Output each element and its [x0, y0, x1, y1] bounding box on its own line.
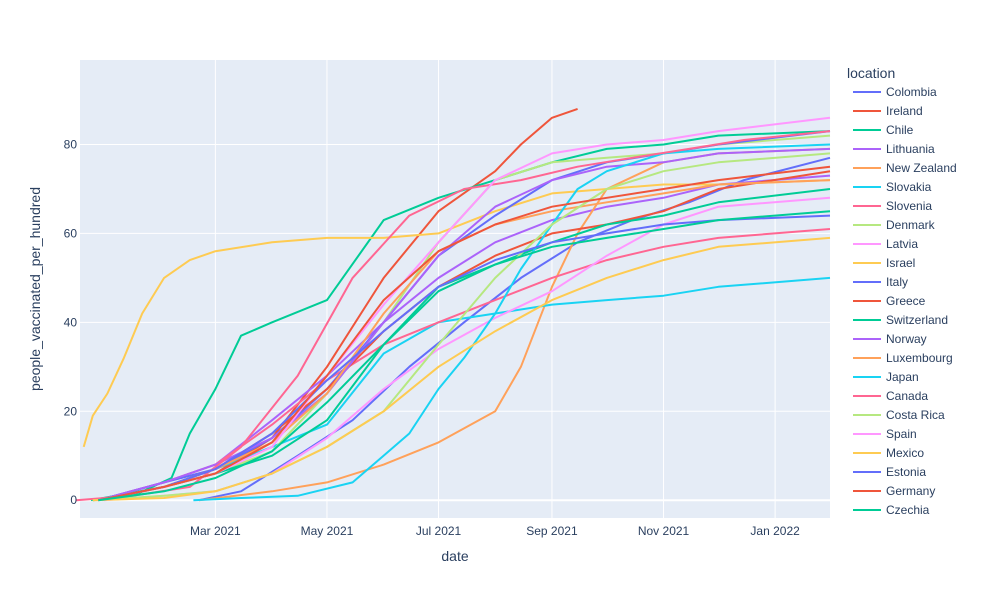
legend-label: Norway — [886, 332, 927, 346]
y-axis-title: people_vaccinated_per_hundred — [27, 187, 43, 391]
legend-item-chile[interactable]: Chile — [853, 123, 914, 137]
y-tick-label: 80 — [64, 137, 78, 151]
legend-label: Estonia — [886, 465, 926, 479]
legend-label: Spain — [886, 427, 917, 441]
legend-item-spain[interactable]: Spain — [853, 427, 917, 441]
y-tick-label: 0 — [70, 493, 77, 507]
legend-label: Latvia — [886, 237, 918, 251]
x-tick-label: Jan 2022 — [750, 524, 800, 538]
y-tick-label: 60 — [64, 226, 78, 240]
legend-item-switzerland[interactable]: Switzerland — [853, 313, 948, 327]
legend-label: Ireland — [886, 104, 923, 118]
legend-label: Costa Rica — [886, 408, 945, 422]
x-tick-label: May 2021 — [301, 524, 354, 538]
x-tick-label: Nov 2021 — [638, 524, 690, 538]
x-tick-label: Mar 2021 — [190, 524, 241, 538]
legend-items[interactable]: Colombia Ireland Chile Lithuania New Zealand… — [853, 85, 957, 517]
series-line-mexico[interactable] — [92, 236, 831, 502]
legend-label: Luxembourg — [886, 351, 953, 365]
legend-item-germany[interactable]: Germany — [853, 484, 935, 498]
legend-label: Slovakia — [886, 180, 932, 194]
x-axis-title: date — [441, 548, 468, 564]
legend-item-japan[interactable]: Japan — [853, 370, 919, 384]
series-line-japan[interactable] — [193, 143, 831, 502]
series-line-chile[interactable] — [92, 130, 831, 502]
series-line-estonia[interactable] — [98, 214, 831, 502]
x-tick-label: Jul 2021 — [416, 524, 462, 538]
legend-label: Greece — [886, 294, 926, 308]
legend-item-slovenia[interactable]: Slovenia — [853, 199, 932, 213]
legend-label: Italy — [886, 275, 908, 289]
legend-label: Chile — [886, 123, 914, 137]
y-tick-label: 20 — [64, 404, 78, 418]
legend-label: Germany — [886, 484, 935, 498]
plot-background — [80, 60, 830, 518]
y-tick-label: 40 — [64, 315, 78, 329]
legend-item-luxembourg[interactable]: Luxembourg — [853, 351, 953, 365]
series-line-canada[interactable] — [76, 130, 831, 502]
legend-label: Mexico — [886, 446, 924, 460]
series-layer — [76, 107, 831, 502]
legend-label: Slovenia — [886, 199, 932, 213]
legend-item-italy[interactable]: Italy — [853, 275, 908, 289]
legend[interactable]: location Colombia Ireland Chile Lithuania Ne… — [847, 65, 957, 517]
tick-labels: Mar 2021 May 2021 Jul 2021 Sep 2021 Nov 2021… — [64, 137, 800, 538]
series-line-norway[interactable] — [98, 147, 831, 502]
legend-label: Switzerland — [886, 313, 948, 327]
legend-item-mexico[interactable]: Mexico — [853, 446, 924, 460]
series-line-israel[interactable] — [82, 179, 831, 448]
legend-item-ireland[interactable]: Ireland — [853, 104, 923, 118]
legend-item-czechia[interactable]: Czechia — [853, 503, 930, 517]
legend-item-denmark[interactable]: Denmark — [853, 218, 936, 232]
legend-item-latvia[interactable]: Latvia — [853, 237, 918, 251]
legend-label: Canada — [886, 389, 928, 403]
legend-item-new-zealand[interactable]: New Zealand — [853, 161, 957, 175]
legend-label: Israel — [886, 256, 915, 270]
legend-label: Japan — [886, 370, 919, 384]
legend-item-slovakia[interactable]: Slovakia — [853, 180, 932, 194]
legend-label: New Zealand — [886, 161, 957, 175]
series-line-germany[interactable] — [98, 165, 831, 502]
legend-label: Lithuania — [886, 142, 935, 156]
legend-item-canada[interactable]: Canada — [853, 389, 928, 403]
series-line-czechia[interactable] — [98, 210, 831, 502]
legend-label: Czechia — [886, 503, 930, 517]
x-tick-label: Sep 2021 — [526, 524, 578, 538]
legend-item-israel[interactable]: Israel — [853, 256, 915, 270]
legend-item-costa-rica[interactable]: Costa Rica — [853, 408, 945, 422]
legend-label: Denmark — [886, 218, 936, 232]
legend-item-colombia[interactable]: Colombia — [853, 85, 937, 99]
legend-item-greece[interactable]: Greece — [853, 294, 926, 308]
legend-title: location — [847, 65, 895, 81]
legend-label: Colombia — [886, 85, 937, 99]
legend-item-lithuania[interactable]: Lithuania — [853, 142, 935, 156]
legend-item-estonia[interactable]: Estonia — [853, 465, 926, 479]
legend-item-norway[interactable]: Norway — [853, 332, 927, 346]
